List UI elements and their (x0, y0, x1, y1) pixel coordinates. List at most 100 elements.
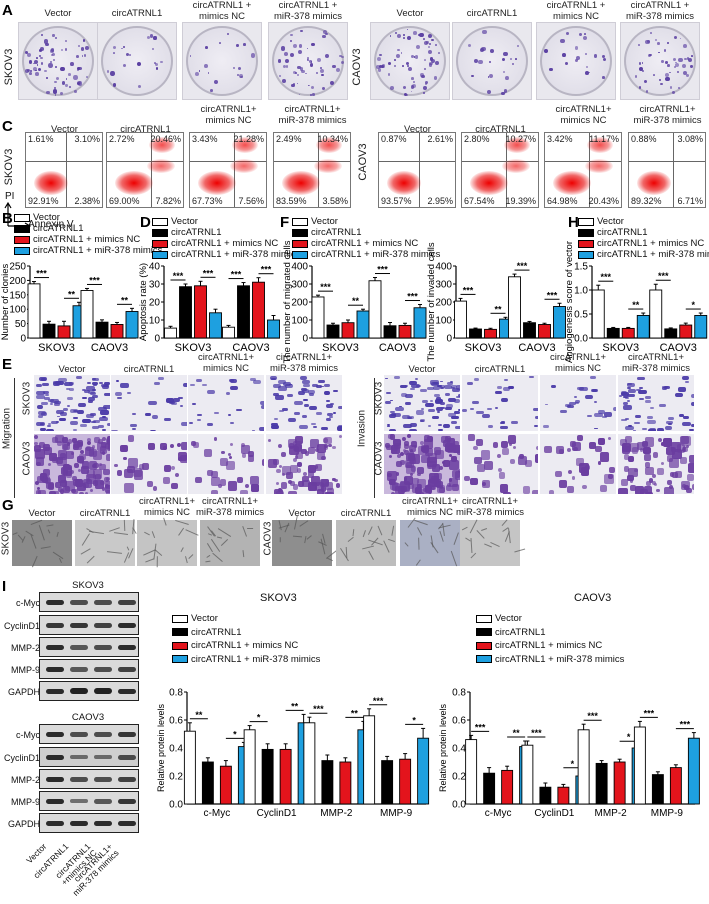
legend-label: circATRNL1 + mimics NC (33, 234, 141, 245)
svg-text:SKOV3: SKOV3 (38, 342, 75, 354)
svg-text:SKOV3: SKOV3 (175, 342, 212, 354)
svg-text:100: 100 (291, 316, 308, 327)
svg-text:***: *** (600, 272, 611, 282)
svg-text:CAOV3: CAOV3 (232, 342, 269, 354)
svg-text:200: 200 (291, 298, 308, 309)
svg-text:***: *** (547, 290, 558, 300)
quadrant-percentage-ur: 2.61% (427, 134, 453, 144)
legend-swatch (152, 239, 168, 248)
transwell-image (618, 434, 694, 494)
svg-text:***: *** (531, 728, 542, 738)
svg-text:***: *** (231, 270, 242, 280)
blot-title-skov3: SKOV3 (72, 580, 104, 591)
legend-swatch (14, 246, 30, 255)
western-blot-strip (39, 592, 139, 612)
legend-item: circATRNL1 + mimics NC (14, 234, 162, 245)
svg-text:SKOV3: SKOV3 (465, 342, 502, 354)
legend-item: circATRNL1 + miR-378 mimics (476, 653, 624, 667)
transwell-image (34, 375, 110, 431)
column-label: circATRNL1 (340, 508, 392, 519)
legend-swatch (578, 250, 594, 259)
svg-text:***: *** (680, 720, 691, 730)
column-label: Vector (28, 508, 56, 519)
row-label-skov3: SKOV3 (3, 48, 15, 86)
column-label: Vector (404, 124, 431, 135)
tube-formation-image (460, 518, 525, 566)
protein-band (118, 754, 136, 760)
protein-band (94, 666, 112, 672)
row-label-caov3: CAOV3 (351, 48, 363, 86)
svg-text:0.5: 0.5 (574, 310, 588, 321)
legend-label: circATRNL1 + mimics NC (597, 238, 705, 249)
legend-item: circATRNL1 + mimics NC (476, 639, 624, 653)
legend-item: circATRNL1 + miR-378 mimics (14, 245, 162, 256)
legend-label: Vector (597, 216, 624, 227)
western-blot-strip (39, 747, 139, 767)
legend-item: Vector (292, 216, 440, 227)
svg-text:***: *** (203, 268, 214, 278)
bar-chart-i-caov3: 0.00.20.40.60.8*****c-Myc****CyclinD1***… (438, 688, 700, 819)
tube-formation-image (200, 520, 260, 566)
quadrant-percentage-ul: 2.72% (109, 134, 135, 144)
legend-label: Vector (495, 613, 522, 625)
legend-swatch (292, 250, 308, 259)
svg-text:CAOV3: CAOV3 (660, 342, 697, 354)
column-label: circATRNL1+ mimics NC (197, 352, 255, 374)
legend-label: circATRNL1 + miR-378 mimics (191, 653, 321, 665)
quadrant-percentage-ur: 3.08% (677, 134, 703, 144)
legend-swatch (14, 235, 30, 244)
legend-swatch (578, 217, 594, 226)
transwell-image (540, 434, 616, 494)
quadrant-percentage-ur: 10.27% (505, 134, 536, 144)
quadrant-percentage-ur: 3.10% (74, 134, 100, 144)
svg-text:0: 0 (20, 334, 26, 345)
protein-band (46, 731, 64, 737)
column-label: circATRNL1+ miR-378 mimics (195, 496, 265, 518)
svg-text:MMP-2: MMP-2 (320, 808, 353, 819)
legend-item: circATRNL1 + miR-378 mimics (578, 249, 709, 260)
panel-label-c: C (2, 118, 13, 135)
protein-band (70, 667, 88, 672)
quadrant-percentage-ur: 10.34% (317, 134, 348, 144)
svg-text:*: * (257, 713, 261, 723)
legend-label: circATRNL1 + mimics NC (495, 640, 603, 652)
svg-text:0.2: 0.2 (452, 772, 466, 783)
quadrant-percentage-ul: 3.42% (547, 134, 573, 144)
panel-label-i: I (2, 578, 7, 595)
transwell-image (111, 434, 187, 494)
svg-text:100: 100 (9, 305, 26, 316)
protein-band (94, 731, 112, 737)
svg-text:*: * (571, 759, 575, 769)
protein-label: c-Myc (16, 598, 40, 608)
axis-label-pi: PI (5, 191, 15, 202)
svg-text:*: * (233, 729, 237, 739)
chart-legend: Vector circATRNL1 circATRNL1 + mimics NC ci… (292, 216, 440, 260)
svg-text:250: 250 (9, 262, 26, 273)
legend-label: Vector (171, 216, 198, 227)
column-label: circATRNL1 + mimics NC (192, 0, 252, 22)
legend-item: circATRNL1 (476, 626, 624, 640)
row-label-invasion: Invasion (356, 409, 368, 448)
column-label: circATRNL1 (475, 124, 526, 135)
protein-band (70, 799, 88, 804)
protein-label: MMP-2 (11, 643, 40, 653)
flow-cytometry-plot: 3.42% 11.17% 64.98% 20.43% (544, 132, 622, 208)
transwell-image (266, 375, 342, 431)
svg-text:300: 300 (435, 280, 452, 291)
protein-label: CyclinD1 (3, 621, 40, 631)
legend-label: Vector (191, 613, 218, 625)
protein-band (94, 688, 112, 695)
svg-text:**: ** (351, 708, 359, 718)
protein-band (94, 799, 112, 804)
flow-cytometry-plot: 1.61% 3.10% 92.91% 2.38% (25, 132, 103, 208)
protein-band (70, 820, 88, 826)
svg-text:***: *** (517, 261, 528, 271)
colony-dish-image (268, 22, 348, 100)
protein-band (118, 820, 136, 826)
flow-cytometry-plot: 0.87% 2.61% 93.57% 2.95% (378, 132, 456, 208)
protein-band (46, 776, 64, 782)
svg-text:Relative protein levels: Relative protein levels (156, 703, 166, 792)
quadrant-percentage-ll: 69.00% (109, 196, 140, 206)
legend-item: circATRNL1 + mimics NC (292, 238, 440, 249)
